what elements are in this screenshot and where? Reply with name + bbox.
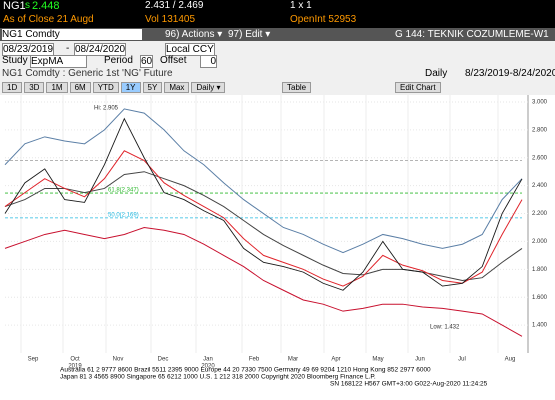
x-tick-label: May [372, 357, 383, 363]
annotation: Hi: 2.905 [94, 106, 119, 112]
toolbar: NG1 Comdty 96) Actions ▾ 97) Edit ▾ G 14… [0, 28, 555, 41]
ticker: NG1 [3, 0, 26, 12]
x-tick-label: Feb [249, 357, 260, 363]
footer-text: SN 168122 H567 GMT+3:00 G022-Aug-2020 11… [330, 381, 488, 388]
series-line [4, 226, 523, 337]
description: NG1 Comdty : Generic 1st 'NG' Future [2, 68, 173, 79]
security-input[interactable]: NG1 Comdty [2, 29, 142, 40]
x-tick-label: Oct [70, 357, 80, 363]
volume: Vol 131405 [145, 14, 196, 25]
range-sep: - [66, 43, 70, 54]
x-tick-label: Mar [288, 357, 298, 363]
x-tick-label: Jul [458, 357, 466, 363]
x-tick-label: Aug [505, 357, 516, 363]
edit-menu[interactable]: 97) Edit ▾ [228, 29, 271, 40]
x-tick-label: Apr [331, 357, 340, 363]
study-name[interactable]: ExpMA [30, 55, 87, 68]
period-button[interactable]: 3D [24, 82, 45, 93]
offset-label: Offset [160, 55, 187, 66]
y-tick-label: 2.800 [532, 127, 548, 133]
series-line [4, 117, 523, 291]
edit-chart-button[interactable]: Edit Chart [395, 82, 441, 93]
period-button[interactable]: YTD [92, 82, 119, 93]
x-tick-label: Dec [158, 357, 169, 363]
level-label: 50.0(2.169) [108, 212, 139, 218]
quote-bar: NG1 s 2.448 2.431 / 2.469 1 x 1 As of Cl… [0, 0, 555, 28]
footer-text: Australia 61 2 9777 8600 Brazil 5511 239… [60, 367, 431, 374]
annotation: Low: 1.432 [430, 325, 460, 331]
period-button[interactable]: 6M [69, 82, 91, 93]
period-label: Period [104, 55, 133, 66]
y-tick-label: 3.000 [532, 100, 548, 106]
y-tick-label: 2.600 [532, 155, 548, 161]
period-button[interactable]: Daily ▾ [191, 82, 226, 93]
actions-menu[interactable]: 96) Actions ▾ [165, 29, 223, 40]
table-button[interactable]: Table [282, 82, 312, 93]
as-of: As of Close 21 Augd [3, 14, 94, 25]
x-tick-label: Sep [28, 357, 39, 363]
y-tick-label: 1.600 [532, 295, 548, 301]
offset[interactable]: 0 [200, 55, 217, 68]
dates: 8/23/2019-8/24/2020 [465, 68, 555, 79]
year-label: 2020 [201, 364, 215, 370]
period-button[interactable]: 5Y [142, 82, 163, 93]
period-button[interactable]: 1D [2, 82, 23, 93]
period-buttons: 1D 3D 1M 6M YTD 1Y 5Y Max Daily ▾ [2, 82, 227, 93]
level-label: 61.8(2.347) [108, 188, 139, 194]
study-label: Study [2, 55, 28, 66]
end-date[interactable]: 08/24/2020 [74, 43, 127, 56]
controls: 08/23/2019 - 08/24/2020 Local CCY Study … [0, 41, 555, 95]
arrow: s [25, 0, 30, 11]
open-interest: OpenInt 52953 [290, 14, 357, 25]
period-button[interactable]: 1Y [120, 82, 141, 93]
y-tick-label: 2.000 [532, 239, 548, 245]
period[interactable]: 60 [140, 55, 154, 68]
frequency: Daily [425, 68, 448, 79]
x-tick-label: Jun [415, 357, 425, 363]
y-tick-label: 2.400 [532, 183, 548, 189]
y-tick-label: 1.800 [532, 267, 548, 273]
footer-text: Japan 81 3 4565 8900 Singapore 65 6212 1… [60, 374, 376, 381]
series-line [4, 108, 523, 254]
chart-bg [0, 95, 555, 400]
period-button[interactable]: Max [164, 82, 190, 93]
x-tick-label: Jan [203, 357, 213, 363]
template: G 144: TEKNIK COZUMLEME-W1 [395, 29, 549, 40]
y-tick-label: 2.200 [532, 211, 548, 217]
y-tick-label: 1.400 [532, 323, 548, 329]
chart: 3.000 2.800 2.600 2.400 2.200 2.000 1.800 1.600… [0, 95, 555, 400]
period-button[interactable]: 1M [46, 82, 68, 93]
last: 2.448 [32, 0, 60, 12]
size: 1 x 1 [290, 0, 312, 11]
start-date[interactable]: 08/23/2019 [2, 43, 55, 56]
year-label: 2019 [68, 364, 82, 370]
bid-ask: 2.431 / 2.469 [145, 0, 204, 11]
currency[interactable]: Local CCY [165, 43, 215, 56]
x-tick-label: Nov [113, 357, 124, 363]
